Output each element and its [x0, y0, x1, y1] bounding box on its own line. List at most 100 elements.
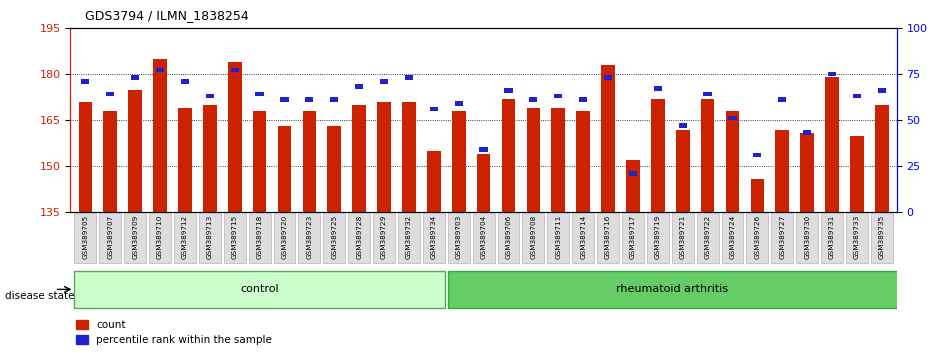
Text: GSM389710: GSM389710 — [157, 215, 163, 259]
Text: GSM389725: GSM389725 — [331, 215, 337, 259]
Bar — [278, 126, 291, 212]
Bar — [504, 88, 513, 93]
Bar — [430, 107, 438, 111]
Text: GSM389722: GSM389722 — [704, 215, 711, 259]
Text: GSM389723: GSM389723 — [306, 215, 313, 259]
Bar — [501, 99, 516, 212]
Bar — [103, 111, 117, 212]
FancyBboxPatch shape — [199, 213, 221, 263]
FancyBboxPatch shape — [348, 213, 370, 263]
Bar — [231, 68, 239, 73]
FancyBboxPatch shape — [572, 213, 594, 263]
Text: GSM389724: GSM389724 — [730, 215, 735, 259]
FancyBboxPatch shape — [273, 213, 296, 263]
Bar — [328, 126, 341, 212]
Text: GSM389715: GSM389715 — [232, 215, 238, 259]
Text: disease state: disease state — [5, 291, 74, 301]
FancyBboxPatch shape — [846, 213, 868, 263]
FancyBboxPatch shape — [398, 213, 420, 263]
FancyBboxPatch shape — [100, 213, 121, 263]
Bar — [131, 75, 139, 80]
Text: GSM389718: GSM389718 — [256, 215, 263, 259]
Text: GSM389719: GSM389719 — [654, 215, 661, 259]
FancyBboxPatch shape — [771, 213, 793, 263]
Text: GSM389703: GSM389703 — [455, 215, 462, 259]
FancyBboxPatch shape — [223, 213, 246, 263]
Text: GSM389717: GSM389717 — [630, 215, 636, 259]
FancyBboxPatch shape — [622, 213, 644, 263]
Bar — [679, 123, 686, 128]
Text: GSM389713: GSM389713 — [207, 215, 213, 259]
Bar — [427, 151, 440, 212]
FancyBboxPatch shape — [697, 213, 718, 263]
Text: GSM389733: GSM389733 — [854, 215, 860, 259]
Bar — [82, 79, 89, 84]
Text: GSM389709: GSM389709 — [132, 215, 138, 259]
FancyBboxPatch shape — [448, 213, 470, 263]
Bar — [629, 171, 637, 176]
Bar — [106, 92, 115, 96]
Bar — [726, 111, 739, 212]
Bar — [355, 85, 363, 89]
Bar — [402, 102, 416, 212]
Bar — [800, 133, 814, 212]
Bar — [452, 111, 466, 212]
Bar — [778, 97, 786, 102]
FancyBboxPatch shape — [448, 271, 903, 308]
Bar — [305, 97, 314, 102]
Legend: count, percentile rank within the sample: count, percentile rank within the sample — [76, 320, 272, 345]
FancyBboxPatch shape — [671, 213, 694, 263]
Text: GSM389707: GSM389707 — [107, 215, 114, 259]
Text: GSM389706: GSM389706 — [505, 215, 512, 259]
FancyBboxPatch shape — [423, 213, 445, 263]
Bar — [828, 72, 836, 76]
Bar — [454, 101, 463, 105]
Bar — [527, 108, 540, 212]
Bar — [577, 111, 590, 212]
FancyBboxPatch shape — [870, 213, 893, 263]
Bar — [228, 62, 241, 212]
Bar — [651, 99, 665, 212]
Bar — [377, 102, 391, 212]
Bar — [654, 86, 662, 91]
Text: rheumatoid arthritis: rheumatoid arthritis — [616, 284, 728, 295]
Bar — [530, 97, 537, 102]
Bar — [551, 108, 565, 212]
FancyBboxPatch shape — [472, 213, 495, 263]
FancyBboxPatch shape — [323, 213, 346, 263]
Bar — [579, 97, 587, 102]
FancyBboxPatch shape — [498, 213, 519, 263]
Text: GSM389732: GSM389732 — [406, 215, 412, 259]
Text: GSM389727: GSM389727 — [779, 215, 785, 259]
FancyBboxPatch shape — [647, 213, 669, 263]
Bar — [700, 99, 715, 212]
FancyBboxPatch shape — [373, 213, 395, 263]
Bar — [352, 105, 366, 212]
Text: GSM389704: GSM389704 — [481, 215, 486, 259]
Bar — [153, 59, 167, 212]
Bar — [253, 111, 267, 212]
Bar — [203, 105, 217, 212]
Bar — [703, 92, 712, 96]
Text: GSM389714: GSM389714 — [580, 215, 586, 259]
Bar — [480, 147, 487, 152]
Bar — [776, 130, 789, 212]
Text: GSM389711: GSM389711 — [555, 215, 562, 259]
Bar — [129, 90, 142, 212]
Bar — [405, 75, 413, 80]
Text: GSM389712: GSM389712 — [182, 215, 188, 259]
Text: GSM389729: GSM389729 — [381, 215, 387, 259]
Bar — [181, 79, 189, 84]
Bar — [750, 179, 764, 212]
FancyBboxPatch shape — [547, 213, 569, 263]
Bar — [178, 108, 192, 212]
Bar — [206, 94, 214, 98]
Bar — [79, 102, 92, 212]
FancyBboxPatch shape — [124, 213, 146, 263]
FancyBboxPatch shape — [522, 213, 545, 263]
Bar — [477, 154, 490, 212]
Bar — [729, 116, 736, 120]
FancyBboxPatch shape — [149, 213, 171, 263]
Text: GSM389734: GSM389734 — [431, 215, 437, 259]
Text: GSM389708: GSM389708 — [531, 215, 536, 259]
